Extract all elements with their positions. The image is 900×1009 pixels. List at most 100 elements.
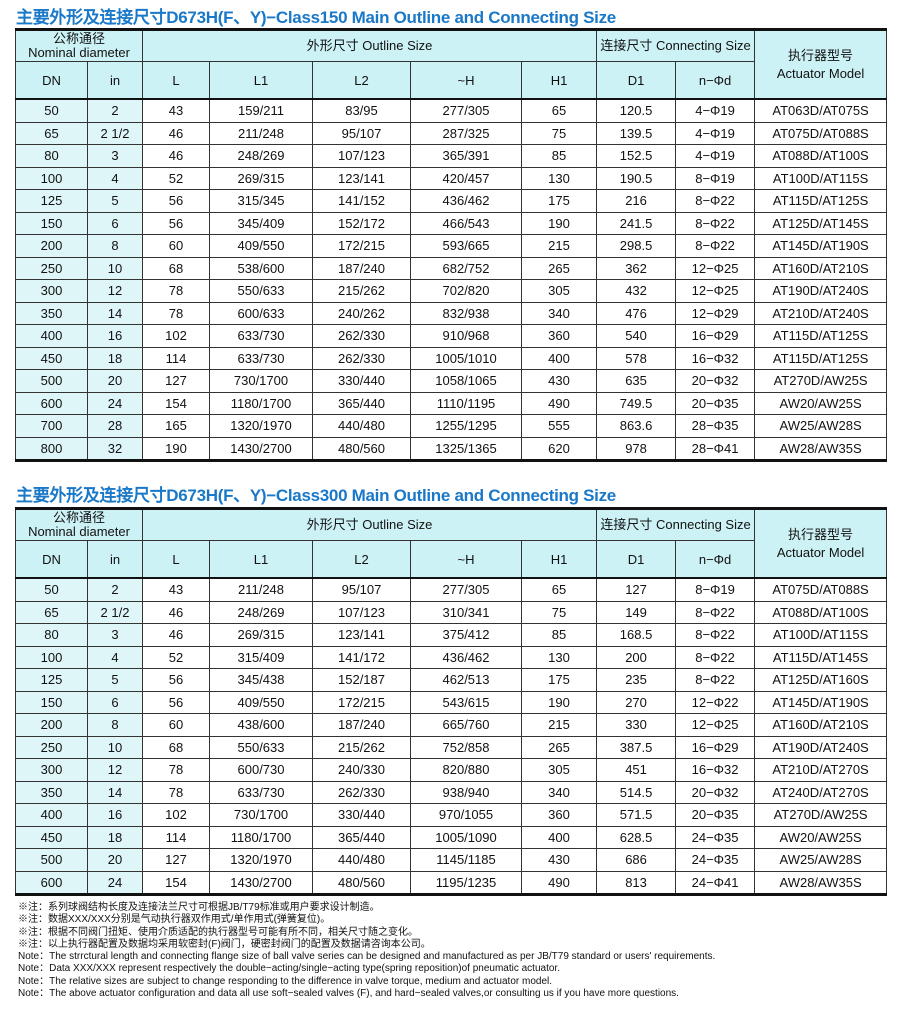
table-cell: 175 [520,668,598,692]
column-header: L [142,540,210,579]
column-header: L1 [209,61,313,100]
table-cell: 100 [15,645,88,669]
table-cell: 315/409 [209,645,313,669]
column-header: in [87,540,143,579]
table-cell: AT125D/AT145S [754,211,888,235]
table-row: 250 10 68 538/600 187/240 682/752 265 362 12−Φ25… [15,256,888,280]
table-cell: 10 [87,735,143,759]
table-cell: 152.5 [596,144,677,168]
table-cell: AT115D/AT125S [754,189,888,213]
column-header: n−Φd [675,540,756,579]
table-cell: 125 [15,189,88,213]
table-cell: 500 [15,369,88,393]
table-cell: 2 1/2 [87,121,143,145]
table-cell: 277/305 [410,98,522,123]
table-cell: 620 [520,436,598,461]
table-cell: 200 [15,713,88,737]
table-cell: 550/633 [209,279,313,303]
table-cell: 127 [142,369,210,393]
table-cell: 28 [87,414,143,438]
table-row: 600 24 154 1430/2700 480/560 1195/1235 490 813 2… [15,870,888,895]
table-cell: 409/550 [209,690,313,714]
table-cell: 436/462 [410,189,522,213]
table-cell: 125 [15,668,88,692]
table-cell: 46 [142,623,210,647]
table-cell: 80 [15,144,88,168]
table-cell: 970/1055 [410,803,522,827]
table-cell: 635 [596,369,677,393]
table-cell: 360 [520,803,598,827]
table-cell: AT270D/AW25S [754,803,888,827]
table-cell: 241.5 [596,211,677,235]
table-cell: AT240D/AT270S [754,780,888,804]
table-cell: 20 [87,848,143,872]
table-cell: 56 [142,690,210,714]
table-row: 150 6 56 345/409 152/172 466/543 190 241.5 8−Φ22… [15,211,888,235]
table-cell: 200 [15,234,88,258]
table-cell: 400 [15,803,88,827]
dimensions-table: 公称通径 Nominal diameter 外形尺寸 Outline Size … [15,28,888,462]
note-line: Note：Data XXX/XXX represent respectively… [18,963,560,975]
table-cell: 240/262 [312,301,411,325]
column-header: L1 [209,540,313,579]
table-row: 65 2 1/2 46 211/248 95/107 287/325 75 139.5 4−Φ1… [15,121,888,145]
table-cell: 432 [596,279,677,303]
table-cell: 14 [87,301,143,325]
table-cell: 277/305 [410,577,522,602]
table-cell: 1180/1700 [209,825,313,849]
table-cell: 2 1/2 [87,600,143,624]
table-cell: 480/560 [312,870,411,895]
table-cell: 600/633 [209,301,313,325]
table-cell: 800 [15,436,88,461]
table-cell: 340 [520,301,598,325]
table-cell: 165 [142,414,210,438]
table-cell: 1145/1185 [410,848,522,872]
table-cell: 215 [520,713,598,737]
table-row: 500 20 127 1320/1970 440/480 1145/1185 430 686 2… [15,848,888,872]
table-cell: 78 [142,279,210,303]
table-cell: 85 [520,623,598,647]
table-cell: 3 [87,623,143,647]
table-cell: 159/211 [209,98,313,123]
table-cell: 83/95 [312,98,411,123]
table-cell: 269/315 [209,166,313,190]
table-cell: 340 [520,780,598,804]
table-cell: 8 [87,234,143,258]
column-header: H1 [520,61,598,100]
table-cell: AT160D/AT210S [754,713,888,737]
table-row: 500 20 127 730/1700 330/440 1058/1065 430 635 20… [15,369,888,393]
table-cell: 16−Φ32 [675,346,756,370]
table-cell: 1195/1235 [410,870,522,895]
table-cell: 65 [520,577,598,602]
table-cell: AT145D/AT190S [754,690,888,714]
table-cell: 300 [15,279,88,303]
table-cell: 107/123 [312,600,411,624]
table-cell: 130 [520,645,598,669]
table-cell: 365/391 [410,144,522,168]
table-title: 主要外形及连接尺寸D673H(F、Y)−Class300 Main Outlin… [16,486,616,505]
table-cell: 107/123 [312,144,411,168]
table-cell: 43 [142,577,210,602]
table-cell: AT088D/AT100S [754,600,888,624]
table-cell: 350 [15,301,88,325]
table-cell: 686 [596,848,677,872]
table-cell: 190.5 [596,166,677,190]
table-cell: 8−Φ22 [675,211,756,235]
table-row: 300 12 78 550/633 215/262 702/820 305 432 12−Φ25… [15,279,888,303]
table-cell: 187/240 [312,256,411,280]
table-cell: 269/315 [209,623,313,647]
note-line: Note：The strrctural length and connectin… [18,951,716,963]
table-cell: 18 [87,346,143,370]
table-cell: 52 [142,166,210,190]
table-cell: 420/457 [410,166,522,190]
table-cell: 8−Φ22 [675,623,756,647]
table-cell: 24 [87,870,143,895]
table-cell: 440/480 [312,848,411,872]
table-cell: 633/730 [209,346,313,370]
header-outline-size: 外形尺寸 Outline Size [141,29,598,62]
table-cell: 28−Φ41 [675,436,756,461]
table-cell: 633/730 [209,780,313,804]
header-nominal-diameter: 公称通径 Nominal diameter [15,508,143,541]
table-cell: 543/615 [410,690,522,714]
table-cell: 310/341 [410,600,522,624]
